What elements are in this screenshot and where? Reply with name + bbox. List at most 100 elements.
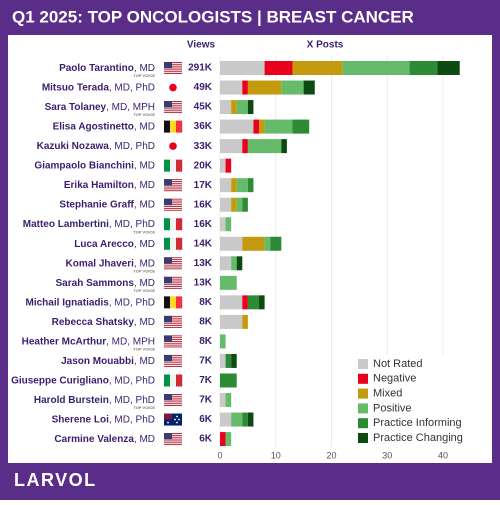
row-label: Kazuki Nozawa, MD, PhD bbox=[37, 141, 155, 152]
flag-disc bbox=[169, 142, 177, 150]
x-tick-label: 0 bbox=[217, 450, 222, 460]
flag-band bbox=[176, 218, 183, 231]
flag-stripe bbox=[164, 266, 182, 268]
flag-stripe bbox=[164, 325, 182, 327]
flag-stripe bbox=[164, 394, 182, 395]
bar-segment bbox=[225, 393, 232, 408]
views-label: 13K bbox=[194, 258, 213, 269]
flag-stripe bbox=[164, 321, 182, 323]
credentials: , MD bbox=[134, 434, 155, 445]
flag-canton bbox=[164, 413, 172, 420]
views-label: 36K bbox=[194, 121, 213, 132]
flag-stripe bbox=[164, 260, 182, 262]
bar-segment bbox=[242, 80, 248, 95]
views-label: 33K bbox=[194, 141, 213, 152]
flag bbox=[164, 276, 182, 289]
flag-stripe bbox=[164, 204, 182, 206]
flag-stripe bbox=[164, 264, 182, 266]
legend-swatch bbox=[358, 359, 368, 369]
bar-segment bbox=[270, 236, 282, 251]
badge: TOP VOICE bbox=[133, 112, 155, 117]
flag bbox=[164, 140, 182, 153]
flag bbox=[164, 315, 182, 328]
flag-stripe bbox=[164, 362, 182, 364]
oncologist-name: Michail Ignatiadis bbox=[26, 297, 110, 308]
bar-segment bbox=[220, 217, 226, 232]
views-label: 45K bbox=[194, 102, 213, 113]
bar-segment bbox=[236, 100, 248, 115]
legend-box bbox=[354, 355, 472, 451]
flag-stripe bbox=[164, 262, 182, 264]
row-label: Sarah Sammons, MD bbox=[56, 277, 155, 288]
views-label: 8K bbox=[199, 297, 213, 308]
flag-stripe bbox=[164, 340, 182, 342]
oncologist-name: Elisa Agostinetto bbox=[53, 121, 134, 132]
flag bbox=[164, 120, 183, 133]
bar-segment bbox=[409, 61, 438, 75]
bar-segment bbox=[242, 314, 248, 329]
flag-stripe bbox=[164, 259, 182, 261]
flag bbox=[164, 198, 182, 211]
views-label: 8K bbox=[199, 336, 213, 347]
flag bbox=[164, 81, 182, 94]
flag-stripe bbox=[164, 315, 182, 317]
flag-star bbox=[178, 418, 180, 421]
bar-segment bbox=[292, 119, 310, 134]
flag-canton bbox=[164, 198, 172, 206]
flag-stripe bbox=[164, 200, 182, 202]
bar-segment bbox=[225, 432, 232, 447]
credentials: , MD bbox=[134, 63, 155, 74]
flag-canton bbox=[164, 335, 172, 342]
credentials: , MD bbox=[134, 317, 155, 328]
flag-canton bbox=[164, 101, 172, 108]
flag-band bbox=[170, 237, 177, 250]
legend-label: Positive bbox=[373, 402, 412, 414]
legend-swatch bbox=[358, 373, 368, 384]
credentials: , MD, PhD bbox=[109, 219, 155, 230]
row-label: Paolo Tarantino, MD bbox=[59, 63, 155, 74]
badge: TOP VOICE bbox=[133, 346, 155, 351]
views-label: 291K bbox=[188, 63, 213, 74]
flag bbox=[164, 433, 182, 446]
oncologist-name: Stephanie Graff bbox=[59, 199, 134, 210]
flag-stripe bbox=[164, 182, 182, 184]
flag-stripe bbox=[164, 278, 182, 280]
legend-swatch bbox=[358, 403, 368, 414]
flag-stripe bbox=[164, 442, 182, 444]
flag-stripe bbox=[164, 65, 182, 67]
bar-segment bbox=[220, 314, 243, 329]
bar-segment bbox=[236, 178, 248, 193]
credentials: , MD bbox=[134, 199, 155, 210]
bar-segment bbox=[437, 61, 460, 75]
oncologist-name: Jason Mouabbi bbox=[61, 356, 134, 367]
flag-star bbox=[176, 421, 178, 424]
row-label: Jason Mouabbi, MD bbox=[61, 356, 155, 367]
views-label: 7K bbox=[199, 356, 213, 367]
flag-stripe bbox=[164, 186, 182, 188]
oncologist-name: Sarah Sammons bbox=[56, 277, 135, 288]
credentials: , MD, PhD bbox=[109, 297, 155, 308]
bar-segment bbox=[242, 197, 248, 212]
row-label: Mitsuo Terada, MD, PhD bbox=[42, 82, 155, 93]
legend-swatch bbox=[358, 418, 368, 429]
oncologist-name: Sherene Loi bbox=[52, 414, 109, 425]
bar-segment bbox=[247, 139, 282, 154]
credentials: , MD bbox=[134, 180, 155, 191]
flag-band bbox=[164, 159, 171, 172]
views-label: 20K bbox=[194, 160, 213, 171]
credentials: , MD, PhD bbox=[109, 141, 155, 152]
bar-segment bbox=[253, 119, 260, 134]
bar-segment bbox=[281, 139, 287, 154]
flag-stripe bbox=[164, 257, 182, 259]
flag bbox=[164, 394, 182, 407]
bar-segment bbox=[242, 236, 265, 251]
flag-canton bbox=[164, 433, 172, 440]
flag-stripe bbox=[164, 276, 182, 278]
bar-segment bbox=[220, 412, 232, 427]
views-label: 49K bbox=[194, 82, 213, 93]
flag-band bbox=[170, 374, 177, 387]
bar-segment bbox=[259, 119, 265, 134]
flag-stripe bbox=[164, 438, 182, 440]
flag-stripe bbox=[164, 284, 182, 286]
